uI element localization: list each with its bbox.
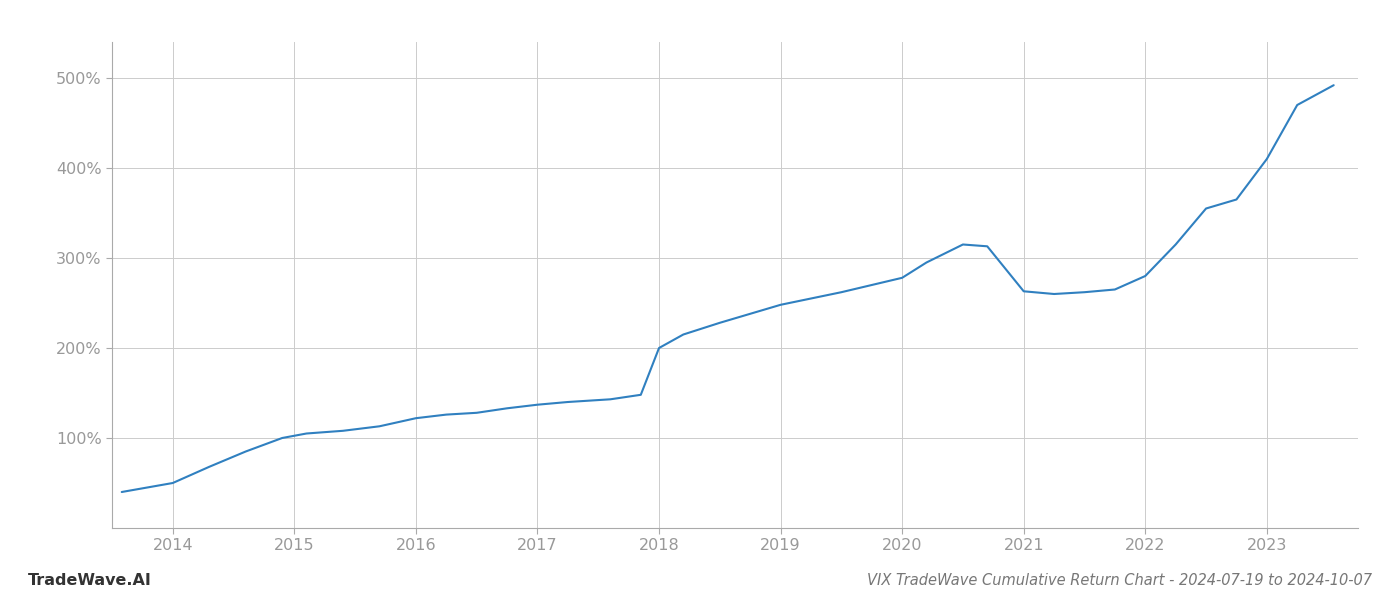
Text: VIX TradeWave Cumulative Return Chart - 2024-07-19 to 2024-10-07: VIX TradeWave Cumulative Return Chart - …	[867, 573, 1372, 588]
Text: TradeWave.AI: TradeWave.AI	[28, 573, 151, 588]
